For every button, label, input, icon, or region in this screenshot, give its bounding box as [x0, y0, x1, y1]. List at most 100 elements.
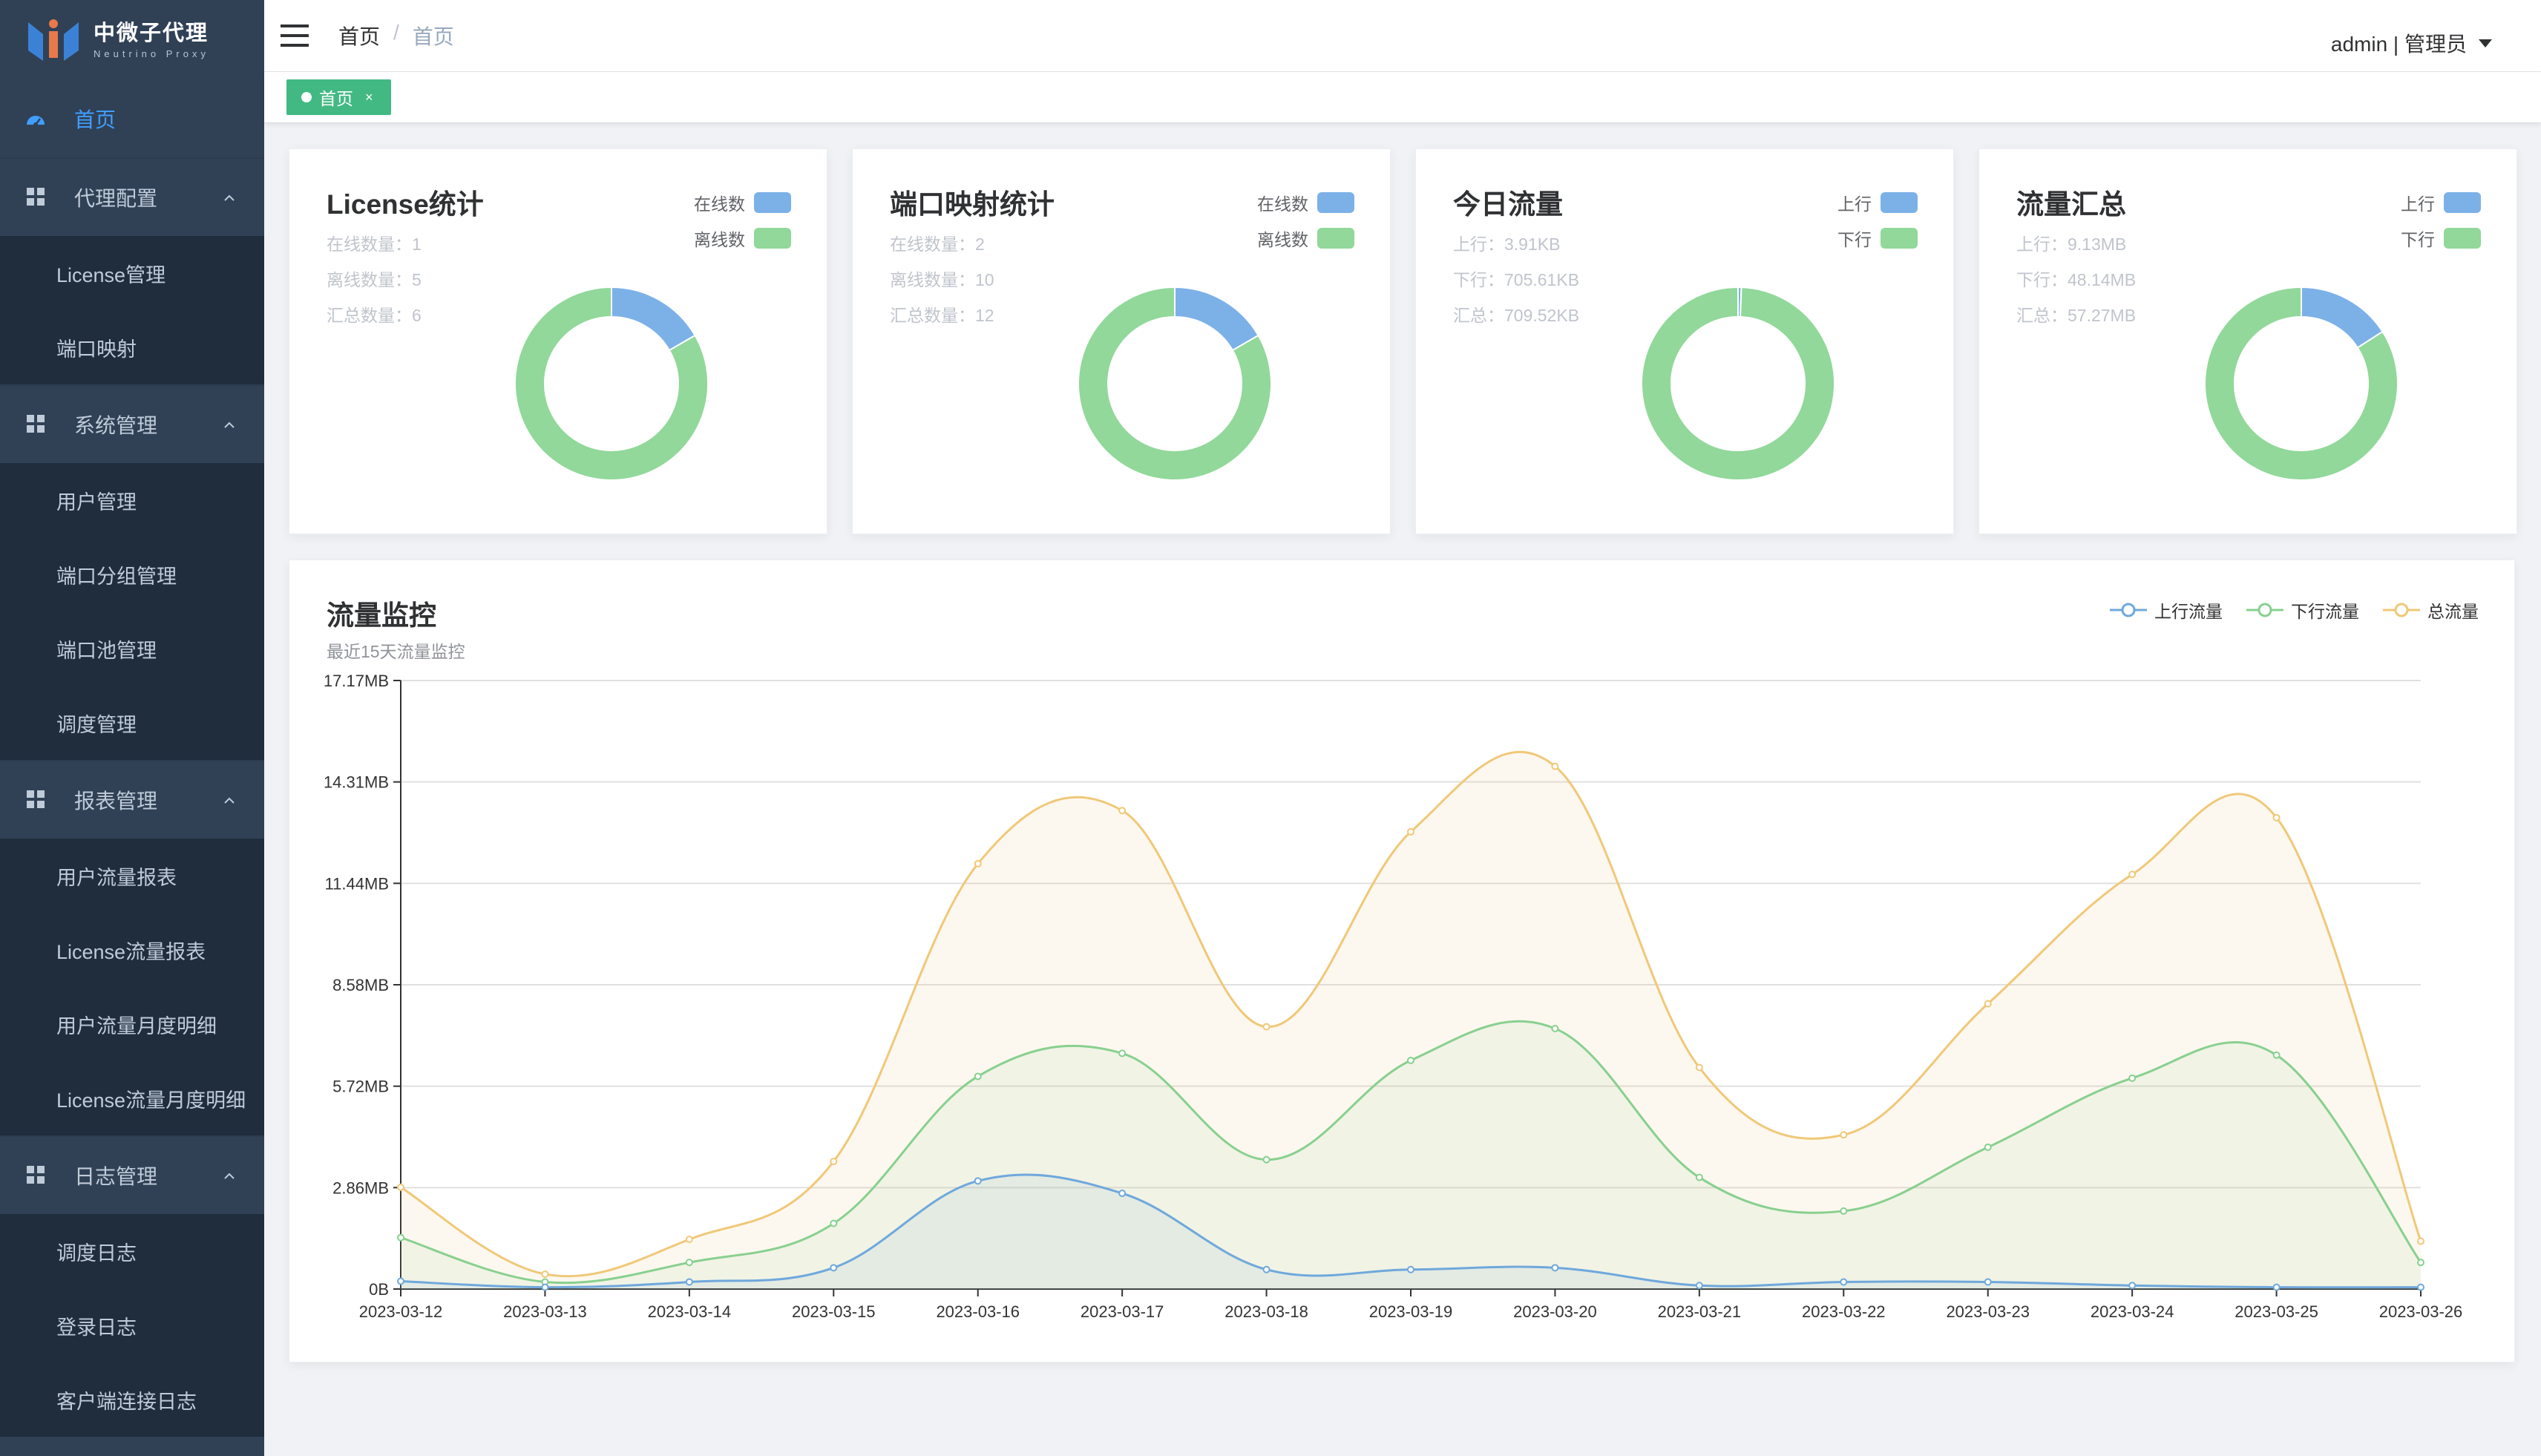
data-point-download[interactable]	[2417, 1259, 2424, 1267]
legend-item[interactable]: 下行	[1837, 220, 1918, 256]
sidebar-group-reports[interactable]: 报表管理	[0, 760, 264, 839]
legend-item[interactable]: 上行	[1837, 185, 1918, 220]
data-point-upload[interactable]	[974, 1177, 982, 1185]
legend-item[interactable]: 在线数	[694, 185, 791, 220]
legend-item[interactable]: 离线数	[694, 220, 791, 256]
data-point-download[interactable]	[830, 1219, 838, 1227]
data-point-download[interactable]	[2128, 1074, 2137, 1082]
data-point-total[interactable]	[685, 1236, 693, 1244]
data-point-total[interactable]	[1407, 827, 1414, 836]
legend-item-download[interactable]: 下行流量	[2246, 597, 2359, 623]
data-point-upload[interactable]	[1118, 1190, 1127, 1198]
sidebar-item-home[interactable]: 首页	[0, 80, 264, 157]
sidebar-item-license-traffic-monthly[interactable]: License流量月度明细	[56, 1089, 246, 1112]
data-point-download[interactable]	[1118, 1049, 1127, 1057]
sidebar-group-label: 代理配置	[74, 187, 158, 210]
legend-label: 总流量	[2427, 602, 2479, 621]
sidebar-item-client-connection-log[interactable]: 客户端连接日志	[56, 1390, 197, 1413]
legend-item[interactable]: 在线数	[1257, 185, 1354, 220]
data-point-upload[interactable]	[2417, 1283, 2424, 1291]
data-point-total[interactable]	[1840, 1131, 1848, 1139]
data-point-download[interactable]	[1407, 1056, 1414, 1064]
hamburger-icon[interactable]	[279, 21, 310, 50]
data-point-upload[interactable]	[2272, 1283, 2281, 1291]
sidebar-item-port-mapping[interactable]: 端口映射	[56, 338, 137, 361]
data-point-total[interactable]	[830, 1158, 838, 1166]
sidebar-item-schedule-log[interactable]: 调度日志	[56, 1242, 137, 1265]
data-point-upload[interactable]	[1984, 1278, 1992, 1286]
donut-slice-secondary[interactable]	[2204, 286, 2399, 481]
close-icon[interactable]: ×	[365, 89, 373, 105]
data-point-upload[interactable]	[1262, 1265, 1270, 1273]
data-point-upload[interactable]	[1695, 1282, 1703, 1290]
legend-swatch	[2444, 192, 2481, 213]
legend-label: 下行	[1837, 230, 1872, 249]
data-point-total[interactable]	[2128, 870, 2137, 879]
data-point-total[interactable]	[541, 1270, 549, 1278]
data-point-upload[interactable]	[2128, 1282, 2137, 1290]
legend-item-total[interactable]: 总流量	[2383, 597, 2479, 623]
data-point-total[interactable]	[397, 1183, 404, 1191]
sidebar-item-license-traffic-report[interactable]: License流量报表	[56, 940, 206, 963]
data-point-total[interactable]	[1984, 1000, 1992, 1008]
sidebar-group-logs[interactable]: 日志管理	[0, 1135, 264, 1214]
legend-item[interactable]: 离线数	[1257, 220, 1354, 256]
legend-item[interactable]: 上行	[2401, 185, 2481, 220]
legend-swatch	[2444, 228, 2481, 249]
data-point-download[interactable]	[2272, 1051, 2281, 1059]
data-point-upload[interactable]	[1551, 1264, 1559, 1272]
donut-slice-secondary[interactable]	[1078, 286, 1272, 481]
donut-slice-primary[interactable]	[611, 286, 696, 352]
data-point-upload[interactable]	[830, 1264, 838, 1272]
card-details: 在线数量：1 离线数量：5 汇总数量：6	[327, 226, 422, 333]
chart-legend: 上行流量 下行流量 总流量	[2110, 597, 2479, 623]
data-point-total[interactable]	[974, 859, 982, 868]
sidebar-item-license[interactable]: License管理	[56, 263, 166, 286]
data-point-total[interactable]	[1118, 807, 1127, 815]
donut-slice-secondary[interactable]	[1641, 286, 1835, 481]
legend-item[interactable]: 下行	[2401, 220, 2481, 256]
tab-label: 首页	[319, 89, 353, 108]
x-tick-label: 2023-03-25	[2235, 1302, 2318, 1321]
data-point-total[interactable]	[2272, 813, 2281, 822]
data-point-upload[interactable]	[1407, 1265, 1414, 1273]
user-menu[interactable]: admin | 管理员	[2331, 28, 2492, 58]
data-point-download[interactable]	[1840, 1207, 1848, 1215]
data-point-total[interactable]	[2417, 1237, 2424, 1245]
data-point-download[interactable]	[685, 1259, 693, 1267]
sidebar-item-users[interactable]: 用户管理	[56, 491, 137, 514]
sidebar-group-system[interactable]: 系统管理	[0, 384, 264, 463]
area-total	[401, 752, 2421, 1289]
data-point-upload[interactable]	[1840, 1278, 1848, 1286]
data-point-download[interactable]	[1551, 1024, 1559, 1032]
data-point-upload[interactable]	[685, 1278, 693, 1286]
card-details: 上行：3.91KB 下行：705.61KB 汇总：709.52KB	[1453, 226, 1579, 333]
detail-upload: 上行：9.13MB	[2016, 235, 2127, 254]
sidebar-item-user-traffic-monthly[interactable]: 用户流量月度明细	[56, 1014, 217, 1037]
sidebar-item-user-traffic-report[interactable]: 用户流量报表	[56, 866, 177, 889]
sidebar-item-login-log[interactable]: 登录日志	[56, 1316, 137, 1339]
chevron-up-icon	[224, 797, 235, 804]
sidebar-item-port-groups[interactable]: 端口分组管理	[56, 565, 177, 588]
x-tick-label: 2023-03-21	[1658, 1302, 1742, 1321]
data-point-total[interactable]	[1695, 1063, 1703, 1072]
sidebar-item-scheduling[interactable]: 调度管理	[56, 713, 137, 736]
breadcrumb-home[interactable]: 首页	[338, 25, 381, 48]
donut-slice-primary[interactable]	[1174, 286, 1259, 352]
series-line-upload[interactable]	[400, 1173, 2422, 1289]
sidebar-group-proxy-config[interactable]: 代理配置	[0, 157, 264, 236]
data-point-total[interactable]	[1551, 762, 1559, 770]
app-title: 中微子代理	[94, 21, 209, 45]
donut-slice-secondary[interactable]	[514, 286, 709, 481]
legend-item-upload[interactable]: 上行流量	[2110, 597, 2223, 623]
sidebar-item-port-pool[interactable]: 端口池管理	[56, 639, 157, 662]
data-point-total[interactable]	[1262, 1023, 1270, 1031]
data-point-upload[interactable]	[397, 1277, 404, 1285]
data-point-upload[interactable]	[541, 1283, 549, 1291]
data-point-download[interactable]	[1695, 1173, 1703, 1181]
data-point-download[interactable]	[397, 1233, 404, 1242]
data-point-download[interactable]	[1262, 1155, 1270, 1164]
tab-home[interactable]: 首页 ×	[286, 79, 391, 115]
data-point-download[interactable]	[1984, 1143, 1992, 1151]
data-point-download[interactable]	[974, 1072, 982, 1080]
